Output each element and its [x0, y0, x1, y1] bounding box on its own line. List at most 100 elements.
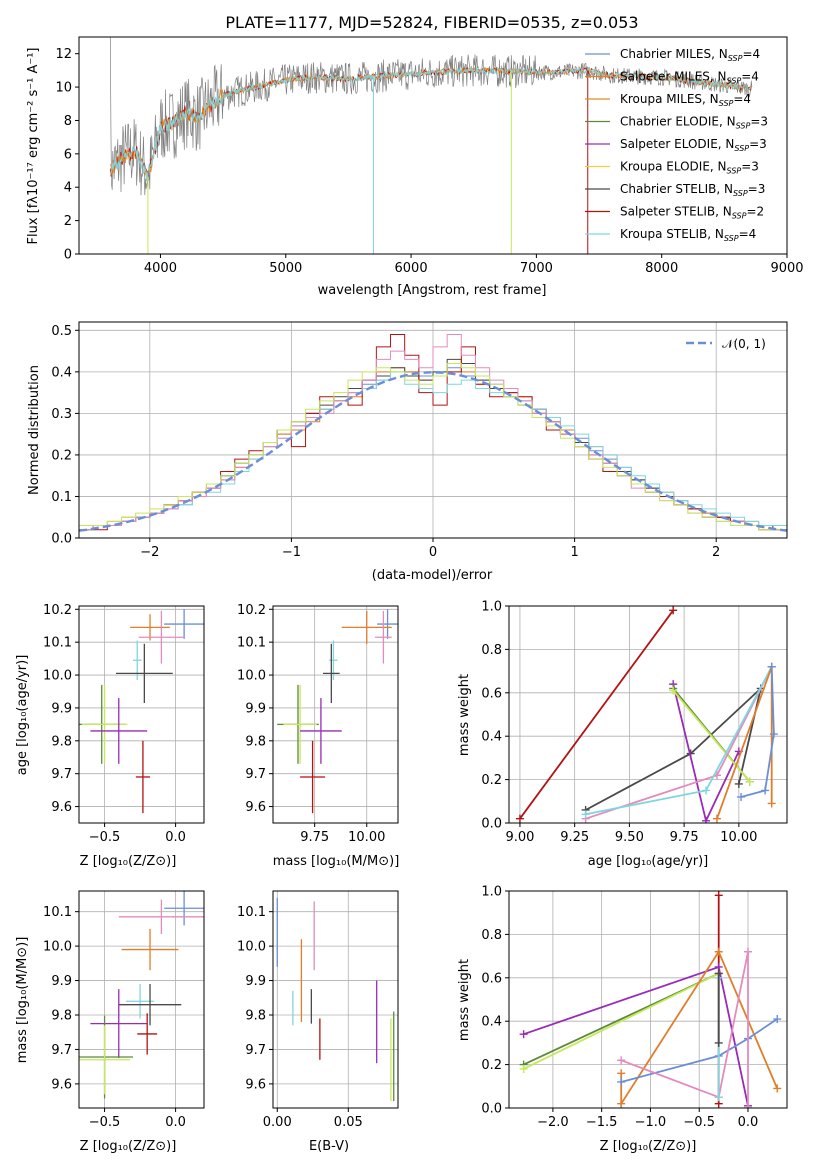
y-tick-label: 10.0 [43, 940, 72, 955]
mass-weight-marker [712, 814, 721, 823]
y-tick-label: 10.0 [237, 940, 266, 955]
y-tick-label: 1.0 [481, 885, 502, 900]
y-tick-label: 0.0 [51, 532, 72, 547]
mass-weight-line [523, 972, 720, 1070]
x-tick-label: 4000 [144, 261, 177, 276]
y-tick-label: 9.8 [245, 1009, 266, 1024]
mass-weight-line [523, 965, 749, 1106]
axes-frame [78, 890, 205, 1109]
mass-weight-marker [519, 1030, 528, 1039]
x-tick-label: −1 [282, 545, 301, 560]
legend-label: Salpeter MILES, NSSP=4 [620, 70, 759, 86]
mass-weight-marker [702, 816, 711, 823]
mass-weight-marker [743, 947, 752, 956]
mwz-xlabel: Z [log₁₀(Z/Z⊙)] [600, 1139, 697, 1154]
age-vs-z-panel: Z [log₁₀(Z/Z⊙)] age [log₁₀(age/yr)] −0.5… [15, 603, 205, 869]
spectrum-legend: Chabrier MILES, NSSP=4 Salpeter MILES, NS… [585, 47, 768, 243]
mass-weight-marker [737, 792, 746, 801]
mass-weight-marker [714, 891, 723, 900]
plot-area [109, 37, 753, 254]
y-tick-label: 9.8 [51, 1009, 72, 1024]
x-tick-label: 0 [429, 545, 437, 560]
agez-xlabel: Z [log₁₀(Z/Z⊙)] [80, 854, 177, 869]
normal-curve [79, 371, 787, 532]
y-tick-label: 0.2 [481, 773, 502, 788]
spectrum-panel: PLATE=1177, MJD=52824, FIBERID=0535, z=0… [26, 13, 804, 298]
y-tick-label: 0.4 [481, 730, 502, 745]
mass-weight-marker [745, 777, 754, 786]
y-tick-label: 9.7 [51, 1043, 72, 1058]
x-tick-label: −2.0 [537, 1115, 569, 1130]
x-tick-label: 0.05 [334, 1115, 363, 1130]
x-tick-label: 0.00 [263, 1115, 292, 1130]
mass-weight-marker [773, 1084, 782, 1093]
x-tick-label: 9.00 [505, 830, 534, 845]
y-tick-label: 9.9 [51, 701, 72, 716]
plot-area [509, 606, 787, 823]
x-tick-label: 5000 [269, 261, 302, 276]
axes-frame [78, 36, 788, 255]
legend-label: Kroupa ELODIE, NSSP=3 [620, 160, 759, 176]
mass-weight-marker [515, 814, 524, 823]
y-tick-label: 0.2 [481, 1058, 502, 1073]
legend-label: Kroupa MILES, NSSP=4 [620, 92, 751, 108]
plot-area [79, 322, 787, 538]
x-tick-label: 6000 [395, 261, 428, 276]
residuals-xlabel: (data-model)/error [372, 568, 493, 583]
x-tick-label: −1.0 [635, 1115, 667, 1130]
axes-frame [272, 890, 399, 1109]
y-tick-label: 9.6 [51, 1077, 72, 1092]
y-tick-label: 9.7 [245, 767, 266, 782]
spectrum-xlabel: wavelength [Angstrom, rest frame] [318, 283, 547, 298]
mass-weight-marker [714, 947, 723, 956]
y-tick-label: 10 [55, 81, 72, 96]
x-tick-label: 2 [712, 545, 720, 560]
legend-label: Kroupa STELIB, NSSP=4 [620, 227, 756, 243]
mass-weight-line [740, 666, 775, 798]
y-tick-label: 9.6 [51, 800, 72, 815]
massz-xlabel: Z [log₁₀(Z/Z⊙)] [80, 1139, 177, 1154]
mass-weight-marker [734, 779, 743, 788]
x-tick-label: −0.5 [683, 1115, 715, 1130]
y-tick-label: 0.1 [51, 490, 72, 505]
x-tick-label: 0.0 [738, 1115, 759, 1130]
x-tick-label: 9.75 [300, 830, 329, 845]
x-tick-label: 0.0 [165, 830, 186, 845]
y-tick-label: 0.8 [481, 928, 502, 943]
age-vs-mass-panel: mass [log₁₀(M/M⊙)] 9.75 10.00 9.6 9.7 9.8 9.9… [237, 603, 399, 869]
legend-label: Salpeter STELIB, NSSP=2 [620, 205, 764, 221]
x-tick-label: −0.5 [89, 1115, 121, 1130]
mass-weight-marker [714, 1093, 723, 1102]
y-tick-label: 12 [55, 47, 72, 62]
axes-frame [272, 605, 399, 824]
massebv-xlabel: E(B-V) [309, 1139, 349, 1154]
y-tick-label: 10.2 [43, 603, 72, 618]
mass-weight-marker [617, 1099, 626, 1108]
plot-area [509, 891, 787, 1108]
plot-area [273, 606, 398, 823]
mass-weight-marker [767, 799, 776, 808]
x-tick-label: −1.5 [586, 1115, 618, 1130]
y-tick-label: 9.9 [51, 974, 72, 989]
y-tick-label: 10.1 [237, 905, 266, 920]
y-tick-label: 1.0 [481, 600, 502, 615]
y-tick-label: 9.6 [245, 1077, 266, 1092]
x-tick-label: 9.25 [560, 830, 589, 845]
x-tick-label: 1 [570, 545, 578, 560]
legend-label: Chabrier ELODIE, NSSP=3 [620, 115, 768, 131]
residuals-panel: (data-model)/error Normed distribution −… [27, 321, 788, 583]
y-tick-label: 10.0 [43, 669, 72, 684]
y-tick-label: 0.0 [481, 1102, 502, 1117]
mass-weight-line [519, 609, 674, 820]
mass-weight-vs-age-panel: age [log₁₀(age/yr)] mass weight 9.00 9.25… [457, 600, 788, 869]
y-tick-label: 2 [64, 214, 72, 229]
y-tick-label: 9.8 [245, 734, 266, 749]
mass-weight-marker [702, 786, 711, 795]
plot-area [273, 891, 398, 1108]
y-tick-label: 10.0 [237, 669, 266, 684]
y-tick-label: 0.2 [51, 448, 72, 463]
plot-area [79, 891, 204, 1108]
residuals-ylabel: Normed distribution [27, 365, 42, 495]
legend-label: Salpeter ELODIE, NSSP=3 [620, 137, 767, 153]
